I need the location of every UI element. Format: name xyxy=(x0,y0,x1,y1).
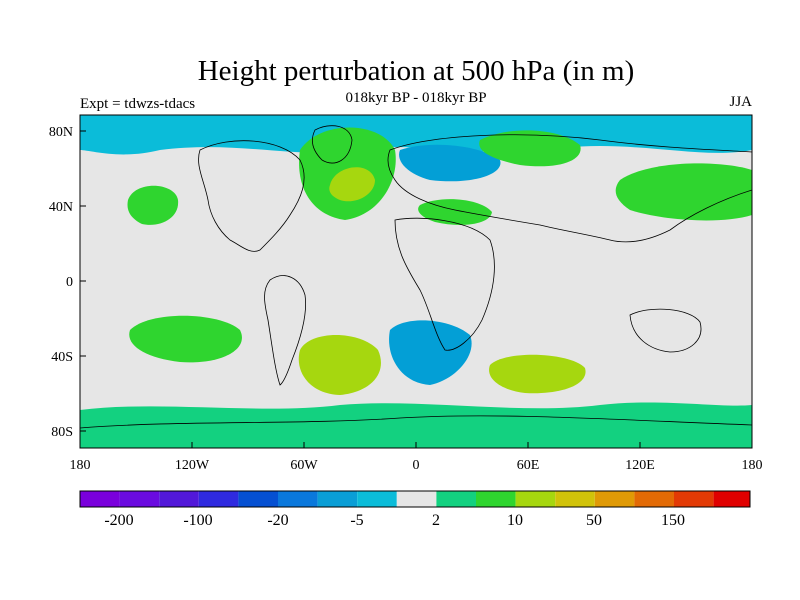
lon-tick: 120W xyxy=(175,442,210,473)
season-label: JJA xyxy=(729,94,752,110)
coastline-antarctica xyxy=(80,415,752,429)
lon-tick-label: 180 xyxy=(70,458,91,473)
colorbar: -200 -100 -20 -5 2 10 50 150 xyxy=(79,490,751,529)
contour-s-indian-high xyxy=(489,354,586,394)
contour-s-pacific-high xyxy=(129,315,242,363)
contour-greenland-sea-low xyxy=(399,144,501,182)
colorbar-label: -20 xyxy=(267,512,288,529)
lat-tick-label: 40N xyxy=(49,200,73,215)
colorbar-label: 2 xyxy=(432,512,440,529)
lat-tick: 0 xyxy=(66,275,86,290)
contour-n-pacific-high xyxy=(127,185,179,225)
lon-tick: 60E xyxy=(517,442,540,473)
lon-tick: 60W xyxy=(290,442,318,473)
latitude-axis: 80N 40N 0 40S 80S xyxy=(49,125,86,440)
colorbar-box xyxy=(198,491,239,507)
contour-s-atlantic-low xyxy=(389,320,472,385)
lon-tick: 120E xyxy=(625,442,655,473)
colorbar-box xyxy=(713,491,750,507)
colorbar-label: -100 xyxy=(183,512,212,529)
colorbar-box xyxy=(634,491,674,507)
main-title: Height perturbation at 500 hPa (in m) xyxy=(198,55,635,87)
lon-tick: 180 xyxy=(742,442,763,473)
lon-tick-label: 0 xyxy=(413,458,420,473)
colorbar-box xyxy=(238,491,278,507)
colorbar-label: 50 xyxy=(586,512,602,529)
lon-tick: 180 xyxy=(70,442,91,473)
period-label: 018kyr BP - 018kyr BP xyxy=(345,90,486,106)
colorbar-label: -5 xyxy=(350,512,363,529)
lat-tick-label: 80N xyxy=(49,125,73,140)
contour-ne-asia-high xyxy=(615,163,752,221)
colorbar-box xyxy=(555,491,595,507)
colorbar-box xyxy=(436,491,476,507)
lat-tick: 40S xyxy=(51,350,86,365)
lon-tick-label: 60E xyxy=(517,458,540,473)
contour-layer xyxy=(80,115,752,448)
colorbar-boxes xyxy=(80,491,750,507)
experiment-label: Expt = tdwzs-tdacs xyxy=(80,96,195,112)
coastline-south-america xyxy=(264,275,307,386)
lon-tick-label: 60W xyxy=(290,458,318,473)
lat-tick: 80S xyxy=(51,425,86,440)
colorbar-box xyxy=(594,491,635,507)
contour-s-atlantic-high xyxy=(298,335,381,395)
coastline-eurasia xyxy=(387,134,752,243)
colorbar-box xyxy=(80,491,120,507)
colorbar-label: 150 xyxy=(661,512,685,529)
lon-tick-label: 180 xyxy=(742,458,763,473)
contour-russia-high xyxy=(479,130,581,167)
contour-arctic-band xyxy=(80,115,752,155)
longitude-axis: 180 120W 60W 0 60E 120E 180 xyxy=(70,442,763,473)
colorbar-box xyxy=(674,491,714,507)
colorbar-box xyxy=(357,491,397,507)
lat-tick: 80N xyxy=(49,125,86,140)
colorbar-box xyxy=(278,491,318,507)
coastline-africa xyxy=(394,217,495,351)
coastline-australia xyxy=(629,308,702,353)
colorbar-label: -200 xyxy=(104,512,133,529)
colorbar-box xyxy=(159,491,199,507)
colorbar-box xyxy=(476,491,516,507)
contour-n-atlantic-core xyxy=(329,167,375,202)
lat-tick: 40N xyxy=(49,200,86,215)
coastline-greenland xyxy=(311,125,353,164)
lon-tick: 0 xyxy=(413,442,420,473)
lat-tick-label: 80S xyxy=(51,425,73,440)
coastline-north-america xyxy=(198,140,305,252)
colorbar-box xyxy=(317,491,358,507)
lon-tick-label: 120W xyxy=(175,458,210,473)
lat-tick-label: 0 xyxy=(66,275,73,290)
colorbar-label: 10 xyxy=(507,512,523,529)
map-area xyxy=(80,115,752,448)
colorbar-frame xyxy=(79,490,751,508)
contour-southern-ocean-band xyxy=(80,402,752,448)
coastlines xyxy=(80,125,752,429)
lat-tick-label: 40S xyxy=(51,350,73,365)
colorbar-box xyxy=(119,491,160,507)
colorbar-box xyxy=(515,491,556,507)
colorbar-box xyxy=(396,491,437,507)
lon-tick-label: 120E xyxy=(625,458,655,473)
